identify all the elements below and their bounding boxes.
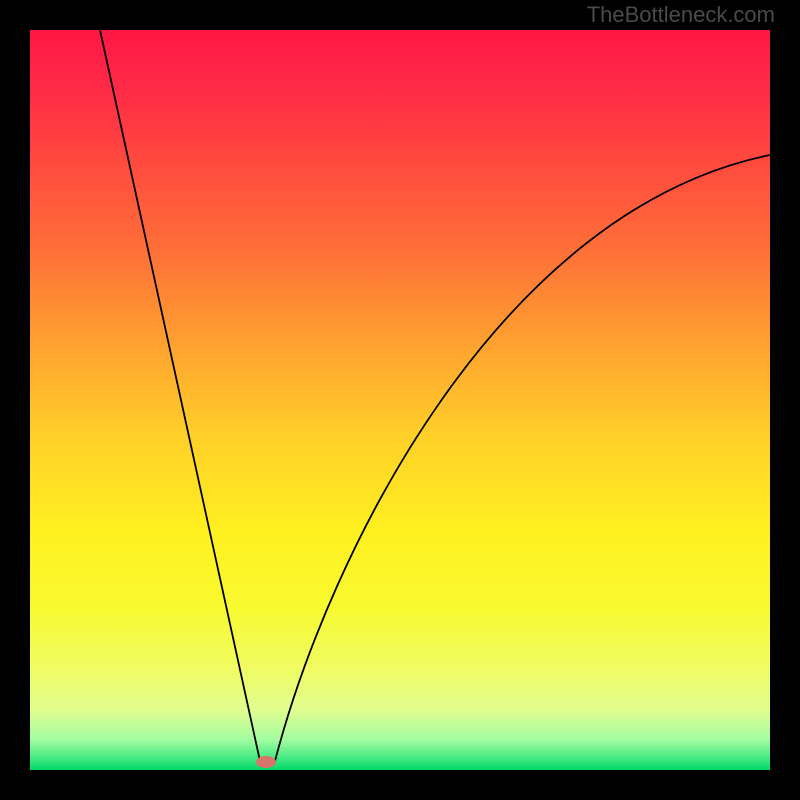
chart-svg: TheBottleneck.com xyxy=(0,0,800,800)
bottleneck-chart: TheBottleneck.com xyxy=(0,0,800,800)
chart-gradient-background xyxy=(30,30,770,770)
optimal-point-marker xyxy=(256,756,276,768)
watermark-text: TheBottleneck.com xyxy=(587,2,775,27)
